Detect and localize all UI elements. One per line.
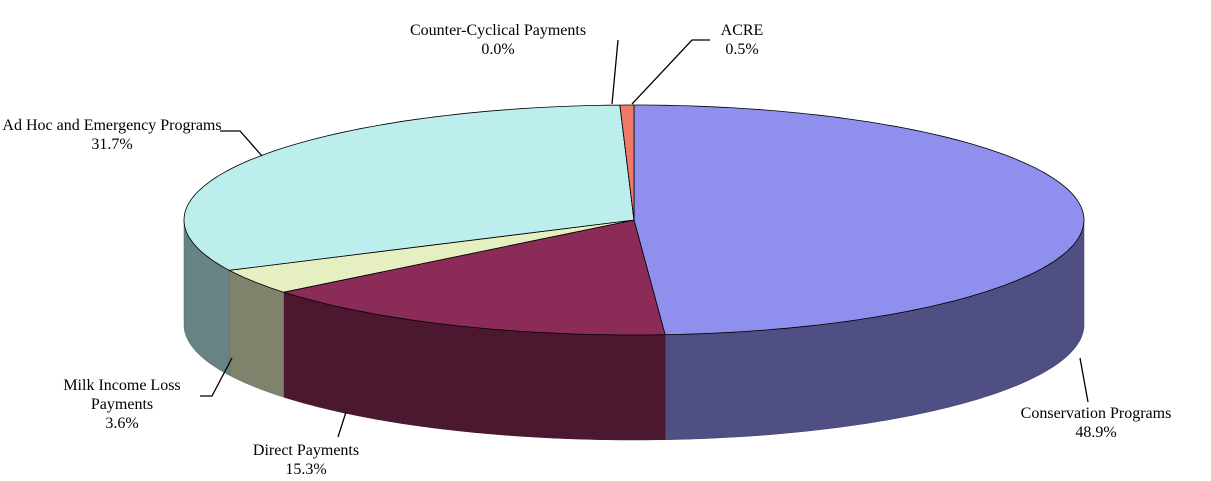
- data-label: Counter-Cyclical Payments 0.0%: [368, 21, 628, 59]
- leader-line: [337, 411, 347, 438]
- category-label: Direct Payments: [252, 442, 360, 459]
- data-label: ACRE 0.5%: [702, 21, 782, 59]
- data-label: Direct Payments 15.3%: [216, 441, 396, 479]
- category-label: Ad Hoc and Emergency Programs: [2, 117, 222, 134]
- value-label: 0.0%: [481, 41, 515, 58]
- leader-line: [220, 130, 263, 157]
- leader-line: [631, 39, 710, 105]
- slice: [183, 104, 635, 271]
- data-label: Conservation Programs 48.9%: [986, 404, 1206, 442]
- value-label: 3.6%: [105, 415, 139, 432]
- category-label: Conservation Programs: [1020, 405, 1172, 422]
- value-label: 31.7%: [91, 136, 133, 153]
- slice: [633, 104, 1085, 336]
- slice: [227, 219, 635, 293]
- slice: [283, 219, 666, 336]
- leader-lines: [200, 39, 1089, 438]
- leader-line: [1079, 357, 1089, 403]
- value-label: 48.9%: [1075, 424, 1117, 441]
- data-label: Ad Hoc and Emergency Programs 31.7%: [2, 116, 222, 154]
- leader-line: [200, 357, 233, 397]
- category-label: Milk Income Loss Payments: [63, 377, 181, 413]
- leader-line: [611, 39, 619, 105]
- data-label: Milk Income Loss Payments 3.6%: [57, 376, 187, 433]
- value-label: 15.3%: [285, 461, 327, 478]
- category-label: Counter-Cyclical Payments: [409, 22, 587, 39]
- category-label: ACRE: [720, 22, 764, 39]
- slice: [619, 104, 635, 221]
- value-label: 0.5%: [725, 41, 759, 58]
